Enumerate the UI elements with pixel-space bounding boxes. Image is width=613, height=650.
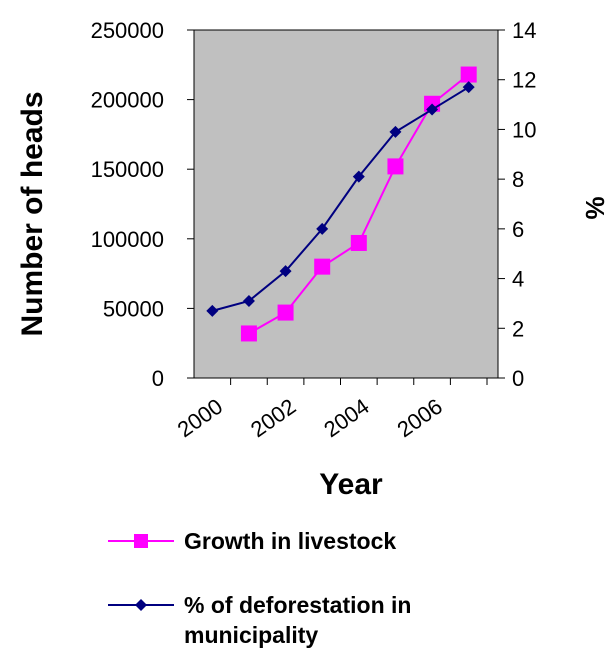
x-axis: 2000 2002 2004 2006 (173, 378, 488, 443)
legend-item-deforestation: % of deforestation in municipality (108, 590, 488, 650)
right-tick-label: 10 (512, 117, 536, 142)
legend-2: % of deforestation in municipality (108, 590, 488, 650)
series-point-1 (206, 304, 219, 317)
series-point-0 (240, 325, 257, 342)
legend-swatch-livestock (108, 534, 174, 548)
series-point-1 (389, 125, 402, 138)
legend-item-livestock: Growth in livestock (108, 526, 396, 556)
series-point-0 (387, 158, 404, 175)
series-line-1 (212, 86, 470, 312)
series-point-0 (277, 304, 294, 321)
right-tick-label: 14 (512, 18, 536, 43)
series-point-1 (426, 103, 439, 116)
series-point-1 (462, 81, 475, 94)
x-axis-title: Year (319, 468, 383, 501)
right-tick-label: 4 (512, 267, 524, 292)
y-axis-title: Number of heads (16, 91, 49, 336)
left-axis: 0 50000 100000 150000 200000 250000 (91, 18, 194, 391)
right-axis: 0 2 4 6 8 10 12 14 (498, 18, 536, 391)
x-tick-label: 2006 (393, 394, 447, 443)
chart: 0 50000 100000 150000 200000 250000 0 2 4 6 8 10 12… (16, 18, 610, 501)
right-tick-label: 6 (512, 217, 524, 242)
series-point-1 (316, 222, 329, 235)
series-point-1 (352, 170, 365, 183)
x-tick-label: 2004 (319, 394, 373, 443)
left-tick-label: 100000 (91, 227, 164, 252)
series-point-1 (279, 265, 292, 278)
right-tick-label: 0 (512, 366, 524, 391)
right-tick-label: 12 (512, 68, 536, 93)
right-tick-label: 2 (512, 316, 524, 341)
x-tick-label: 2000 (173, 394, 227, 443)
legend-swatch-deforestation (108, 599, 174, 611)
left-tick-label: 200000 (91, 88, 164, 113)
left-tick-label: 250000 (91, 18, 164, 43)
series-point-0 (350, 234, 367, 251)
plot-area (193, 29, 499, 379)
legend-label-livestock: Growth in livestock (184, 528, 397, 554)
right-tick-label: 8 (512, 167, 524, 192)
left-tick-label: 150000 (91, 157, 164, 182)
legend: Growth in livestock (108, 526, 396, 556)
left-tick-label: 50000 (103, 296, 164, 321)
legend-label-deforestation: % of deforestation in municipality (184, 592, 412, 648)
series-layer (206, 66, 477, 342)
series-point-1 (242, 294, 255, 307)
x-tick-label: 2002 (246, 394, 300, 443)
series-point-0 (460, 66, 477, 83)
y2-axis-title: % (580, 196, 610, 219)
left-tick-label: 0 (152, 366, 164, 391)
series-point-0 (314, 258, 331, 275)
